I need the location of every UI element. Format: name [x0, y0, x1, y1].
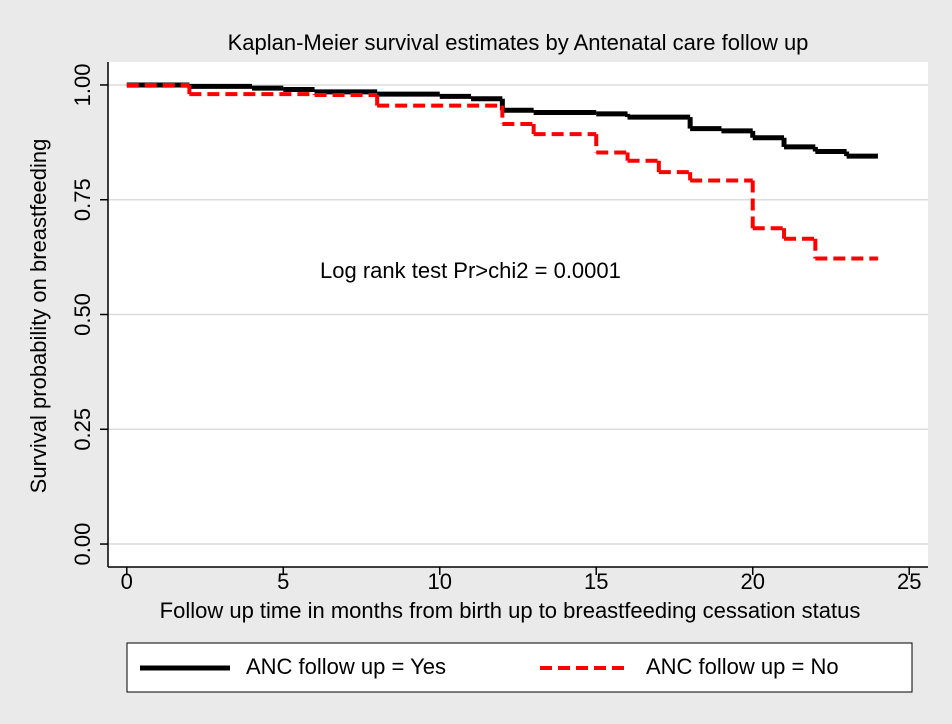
x-tick-label: 25 — [897, 569, 921, 594]
y-tick-label: 0.75 — [70, 178, 95, 221]
x-tick-label: 0 — [121, 569, 133, 594]
legend-label: ANC follow up = No — [646, 654, 839, 679]
x-tick-label: 20 — [740, 569, 764, 594]
lines — [126, 82, 878, 261]
x-tick-label: 5 — [277, 569, 289, 594]
grid — [108, 84, 928, 545]
x-tick-label: 10 — [428, 569, 452, 594]
chart-title: Kaplan-Meier survival estimates by Anten… — [228, 30, 809, 55]
y-tick-label: 1.00 — [70, 64, 95, 107]
x-axis-label: Follow up time in months from birth up t… — [160, 598, 861, 623]
annotation: Log rank test Pr>chi2 = 0.0001 — [320, 258, 621, 283]
x-tick-label: 15 — [584, 569, 608, 594]
y-tick-label: 0.00 — [70, 523, 95, 566]
y-axis-label: Survival probability on breastfeeding — [26, 139, 51, 494]
legend-label: ANC follow up = Yes — [246, 654, 446, 679]
legend — [126, 642, 913, 693]
y-tick-label: 0.50 — [70, 293, 95, 336]
y-tick-label: 0.25 — [70, 408, 95, 451]
